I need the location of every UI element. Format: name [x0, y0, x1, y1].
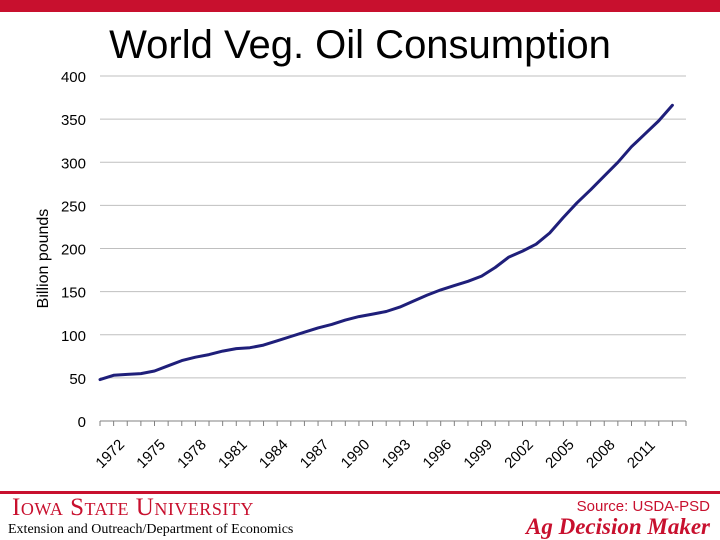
x-tick-label: 2002: [501, 436, 537, 472]
x-tick-label: 1996: [420, 436, 456, 472]
slide-title: World Veg. Oil Consumption: [109, 23, 611, 67]
brand-logo-text: Ag Decision Maker: [526, 514, 710, 539]
y-tick-label: 400: [61, 69, 86, 86]
x-tick-label: 1999: [460, 436, 496, 472]
x-tick-label: 1981: [215, 436, 251, 472]
source-note: Source: USDA-PSD: [576, 498, 710, 515]
y-tick-label: 50: [69, 371, 86, 388]
x-tick-label: 1978: [174, 436, 210, 472]
x-tick-label: 1990: [338, 436, 374, 472]
x-tick-label: 1972: [92, 436, 128, 472]
top-accent-bar: [0, 0, 720, 12]
y-tick-label: 0: [78, 414, 86, 431]
y-axis-label: Billion pounds: [35, 209, 52, 309]
x-tick-label: 1993: [379, 436, 415, 472]
y-tick-label: 200: [61, 242, 86, 259]
x-tick-label: 2008: [583, 436, 619, 472]
y-tick-label: 150: [61, 285, 86, 302]
series-line: [98, 103, 674, 382]
department-line: Extension and Outreach/Department of Eco…: [8, 522, 294, 537]
x-tick-label: 1984: [256, 436, 292, 472]
y-tick-label: 300: [61, 155, 86, 172]
y-tick-label: 100: [61, 328, 86, 345]
footer-rule: [0, 491, 720, 494]
x-tick-label: 1987: [297, 436, 333, 472]
y-tick-label: 350: [61, 112, 86, 129]
x-tick-label: 1975: [133, 436, 169, 472]
footer: [0, 490, 720, 540]
x-tick-label: 2005: [542, 436, 578, 472]
university-wordmark: Iowa State University: [12, 494, 254, 521]
x-tick-label: 2011: [624, 437, 659, 472]
line-chart: 0 50 100 150 200 250 300 350 400 1972 1975 1978 1981…: [35, 69, 687, 472]
y-tick-label: 250: [61, 198, 86, 215]
